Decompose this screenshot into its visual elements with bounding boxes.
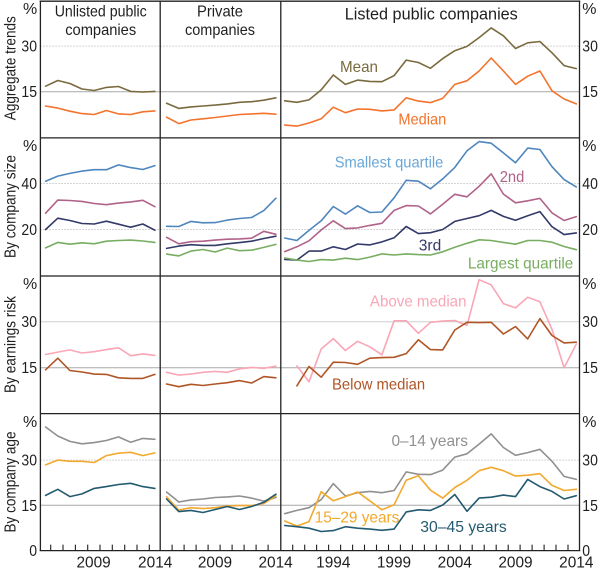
svg-text:30: 30 xyxy=(582,453,598,470)
svg-text:40: 40 xyxy=(21,176,37,193)
svg-text:Unlisted public: Unlisted public xyxy=(55,4,147,21)
svg-text:30–45 years: 30–45 years xyxy=(420,519,507,536)
svg-text:Aggregate trends: Aggregate trends xyxy=(3,16,20,120)
svg-text:2014: 2014 xyxy=(258,554,292,569)
svg-text:2009: 2009 xyxy=(198,554,232,569)
svg-text:15: 15 xyxy=(582,498,598,515)
svg-text:30: 30 xyxy=(21,453,37,470)
svg-text:companies: companies xyxy=(65,22,136,39)
svg-text:By earnings risk: By earnings risk xyxy=(3,296,20,393)
svg-text:%: % xyxy=(23,276,37,293)
svg-text:15: 15 xyxy=(21,84,37,101)
svg-text:Largest quartile: Largest quartile xyxy=(468,256,574,273)
svg-text:%: % xyxy=(582,138,596,155)
svg-text:20: 20 xyxy=(21,222,37,239)
svg-text:2009: 2009 xyxy=(498,554,532,569)
svg-text:15: 15 xyxy=(21,498,37,515)
svg-text:2014: 2014 xyxy=(138,554,172,569)
svg-text:1994: 1994 xyxy=(316,554,350,569)
svg-text:30: 30 xyxy=(21,39,37,56)
svg-text:2014: 2014 xyxy=(559,554,593,569)
svg-text:0–14 years: 0–14 years xyxy=(391,433,468,450)
svg-text:15: 15 xyxy=(21,360,37,377)
svg-text:30: 30 xyxy=(582,314,598,331)
svg-text:Above median: Above median xyxy=(370,293,467,310)
svg-text:%: % xyxy=(582,276,596,293)
svg-text:1999: 1999 xyxy=(377,554,411,569)
svg-text:2nd: 2nd xyxy=(500,169,525,186)
svg-text:companies: companies xyxy=(185,22,255,39)
svg-text:%: % xyxy=(582,1,596,18)
svg-text:20: 20 xyxy=(582,222,598,239)
svg-text:15: 15 xyxy=(582,360,598,377)
svg-text:0: 0 xyxy=(582,543,590,560)
svg-text:%: % xyxy=(23,138,37,155)
svg-text:2009: 2009 xyxy=(76,554,110,569)
svg-text:15–29 years: 15–29 years xyxy=(315,510,400,527)
svg-text:Below median: Below median xyxy=(332,376,425,393)
svg-text:30: 30 xyxy=(21,314,37,331)
svg-text:%: % xyxy=(23,1,37,18)
svg-text:30: 30 xyxy=(582,39,598,56)
svg-text:Smallest quartile: Smallest quartile xyxy=(335,155,444,172)
svg-text:Median: Median xyxy=(398,112,446,129)
svg-text:40: 40 xyxy=(582,176,598,193)
svg-text:%: % xyxy=(582,414,596,431)
svg-text:0: 0 xyxy=(29,543,37,560)
svg-text:Mean: Mean xyxy=(340,59,378,76)
svg-text:15: 15 xyxy=(582,84,598,101)
svg-text:Listed public companies: Listed public companies xyxy=(345,5,518,23)
svg-text:By company size: By company size xyxy=(3,155,20,258)
svg-text:Private: Private xyxy=(197,4,243,21)
svg-text:3rd: 3rd xyxy=(419,237,442,254)
svg-text:By company age: By company age xyxy=(3,431,20,532)
svg-text:%: % xyxy=(23,414,37,431)
svg-text:2004: 2004 xyxy=(438,554,472,569)
